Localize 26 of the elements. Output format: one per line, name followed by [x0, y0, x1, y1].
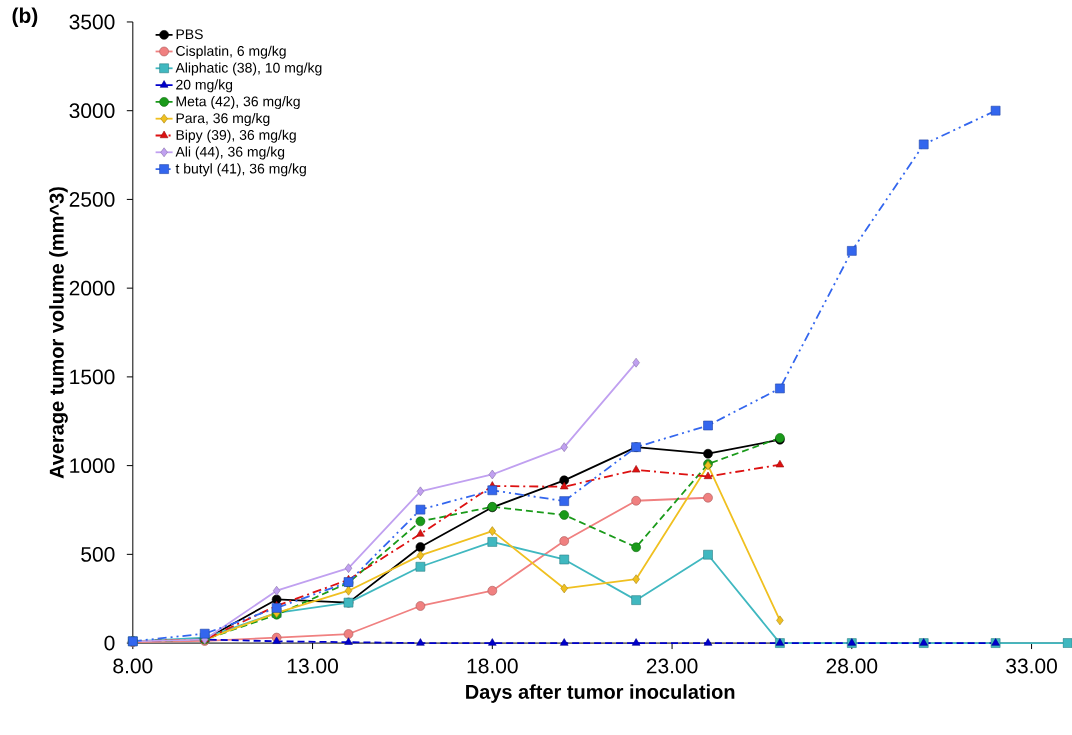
- y-tick-label: 0: [104, 635, 115, 651]
- x-tick-label: 8.00: [113, 658, 153, 674]
- x-axis-title: Days after tumor inoculation: [466, 684, 735, 703]
- legend-label: PBS: [176, 29, 203, 40]
- x-tick-label: 33.00: [1006, 658, 1057, 674]
- legend-label: 20 mg/kg: [176, 79, 233, 93]
- x-tick-label: 13.00: [287, 658, 338, 674]
- legend-label: Aliphatic (38), 10 mg/kg: [175, 62, 322, 76]
- x-tick-label: 18.00: [467, 658, 518, 674]
- y-axis-title: Average tumor volume (mm^3): [49, 187, 68, 479]
- y-tick-label: 3500: [69, 14, 115, 30]
- y-tick-label: 2000: [69, 280, 115, 296]
- legend-label: Cisplatin, 6 mg/kg: [176, 45, 286, 59]
- y-tick-label: 2500: [69, 192, 115, 207]
- y-tick-label: 1000: [70, 458, 115, 474]
- y-tick-label: 500: [81, 546, 115, 562]
- legend-label: Bipy (39), 36 mg/kg: [176, 129, 296, 143]
- y-tick-label: 3000: [69, 103, 115, 119]
- x-tick-label: 23.00: [646, 658, 698, 674]
- y-tick-label: 1500: [70, 369, 115, 385]
- x-tick-label: 28.00: [826, 658, 878, 674]
- legend-label: t butyl (41), 36 mg/kg: [175, 163, 306, 177]
- legend-label: Meta (42), 36 mg/kg: [176, 96, 300, 110]
- legend-label: Ali (44), 36 mg/kg: [175, 146, 285, 160]
- text: (b): [12, 7, 38, 28]
- legend-label: Para, 36 mg/kg: [176, 112, 270, 126]
